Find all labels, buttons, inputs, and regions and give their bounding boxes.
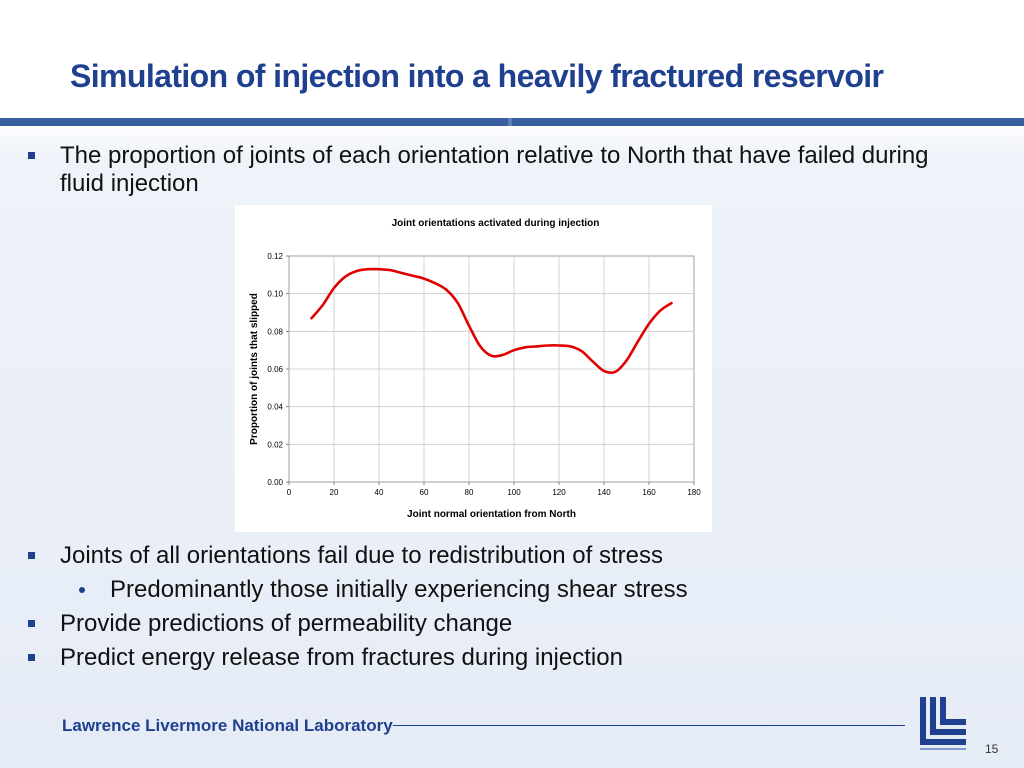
square-bullet-icon [28,620,35,627]
x-tick-label: 120 [552,488,566,497]
x-tick-label: 20 [330,488,339,497]
title-divider-accent [508,118,512,126]
slide-title: Simulation of injection into a heavily f… [70,58,884,94]
bullet-item: Joints of all orientations fail due to r… [28,542,968,570]
y-tick-label: 0.00 [267,478,283,487]
y-tick-label: 0.02 [267,440,283,449]
series-line [310,267,673,375]
x-tick-label: 160 [642,488,656,497]
bullet-item: The proportion of joints of each orienta… [28,142,968,198]
x-tick-label: 140 [597,488,611,497]
x-tick-label: 180 [687,488,701,497]
footer-divider [393,725,905,726]
sub-bullet-item: Predominantly those initially experienci… [79,576,959,604]
footer-lab-name: Lawrence Livermore National Laboratory [62,716,393,735]
square-bullet-icon [28,654,35,661]
x-tick-label: 100 [507,488,521,497]
square-bullet-icon [28,152,35,159]
y-tick-label: 0.12 [267,252,283,261]
sub-bullet-text: Predominantly those initially experienci… [110,576,688,603]
bullet-text: Predict energy release from fractures du… [60,644,623,671]
y-tick-label: 0.04 [267,403,283,412]
bullet-text: Provide predictions of permeability chan… [60,610,513,637]
bullet-item: Predict energy release from fractures du… [28,644,968,672]
x-tick-label: 40 [375,488,384,497]
x-tick-label: 80 [465,488,474,497]
llnl-logo-icon [920,697,966,750]
line-chart: 0 20 40 60 80 100 120 140 160 180 0.00 0.02 0.04 0.06… [249,218,701,520]
x-tick-label: 60 [420,488,429,497]
round-bullet-icon [79,587,85,593]
bullet-item: Provide predictions of permeability chan… [28,610,968,638]
x-axis-label: Joint normal orientation from North [407,509,576,520]
y-tick-label: 0.10 [267,290,283,299]
y-tick-label: 0.06 [267,365,283,374]
title-divider [0,118,1024,126]
chart-title: Joint orientations activated during inje… [392,218,600,229]
x-tick-label: 0 [287,488,292,497]
square-bullet-icon [28,552,35,559]
y-tick-label: 0.08 [267,327,283,336]
bullet-text: The proportion of joints of each orienta… [60,142,929,197]
chart-panel: 0 20 40 60 80 100 120 140 160 180 0.00 0.02 0.04 0.06… [235,205,712,532]
page-number: 15 [985,742,999,756]
y-axis-label: Proportion of joints that slipped [249,293,260,445]
bullet-text: Joints of all orientations fail due to r… [60,542,663,569]
